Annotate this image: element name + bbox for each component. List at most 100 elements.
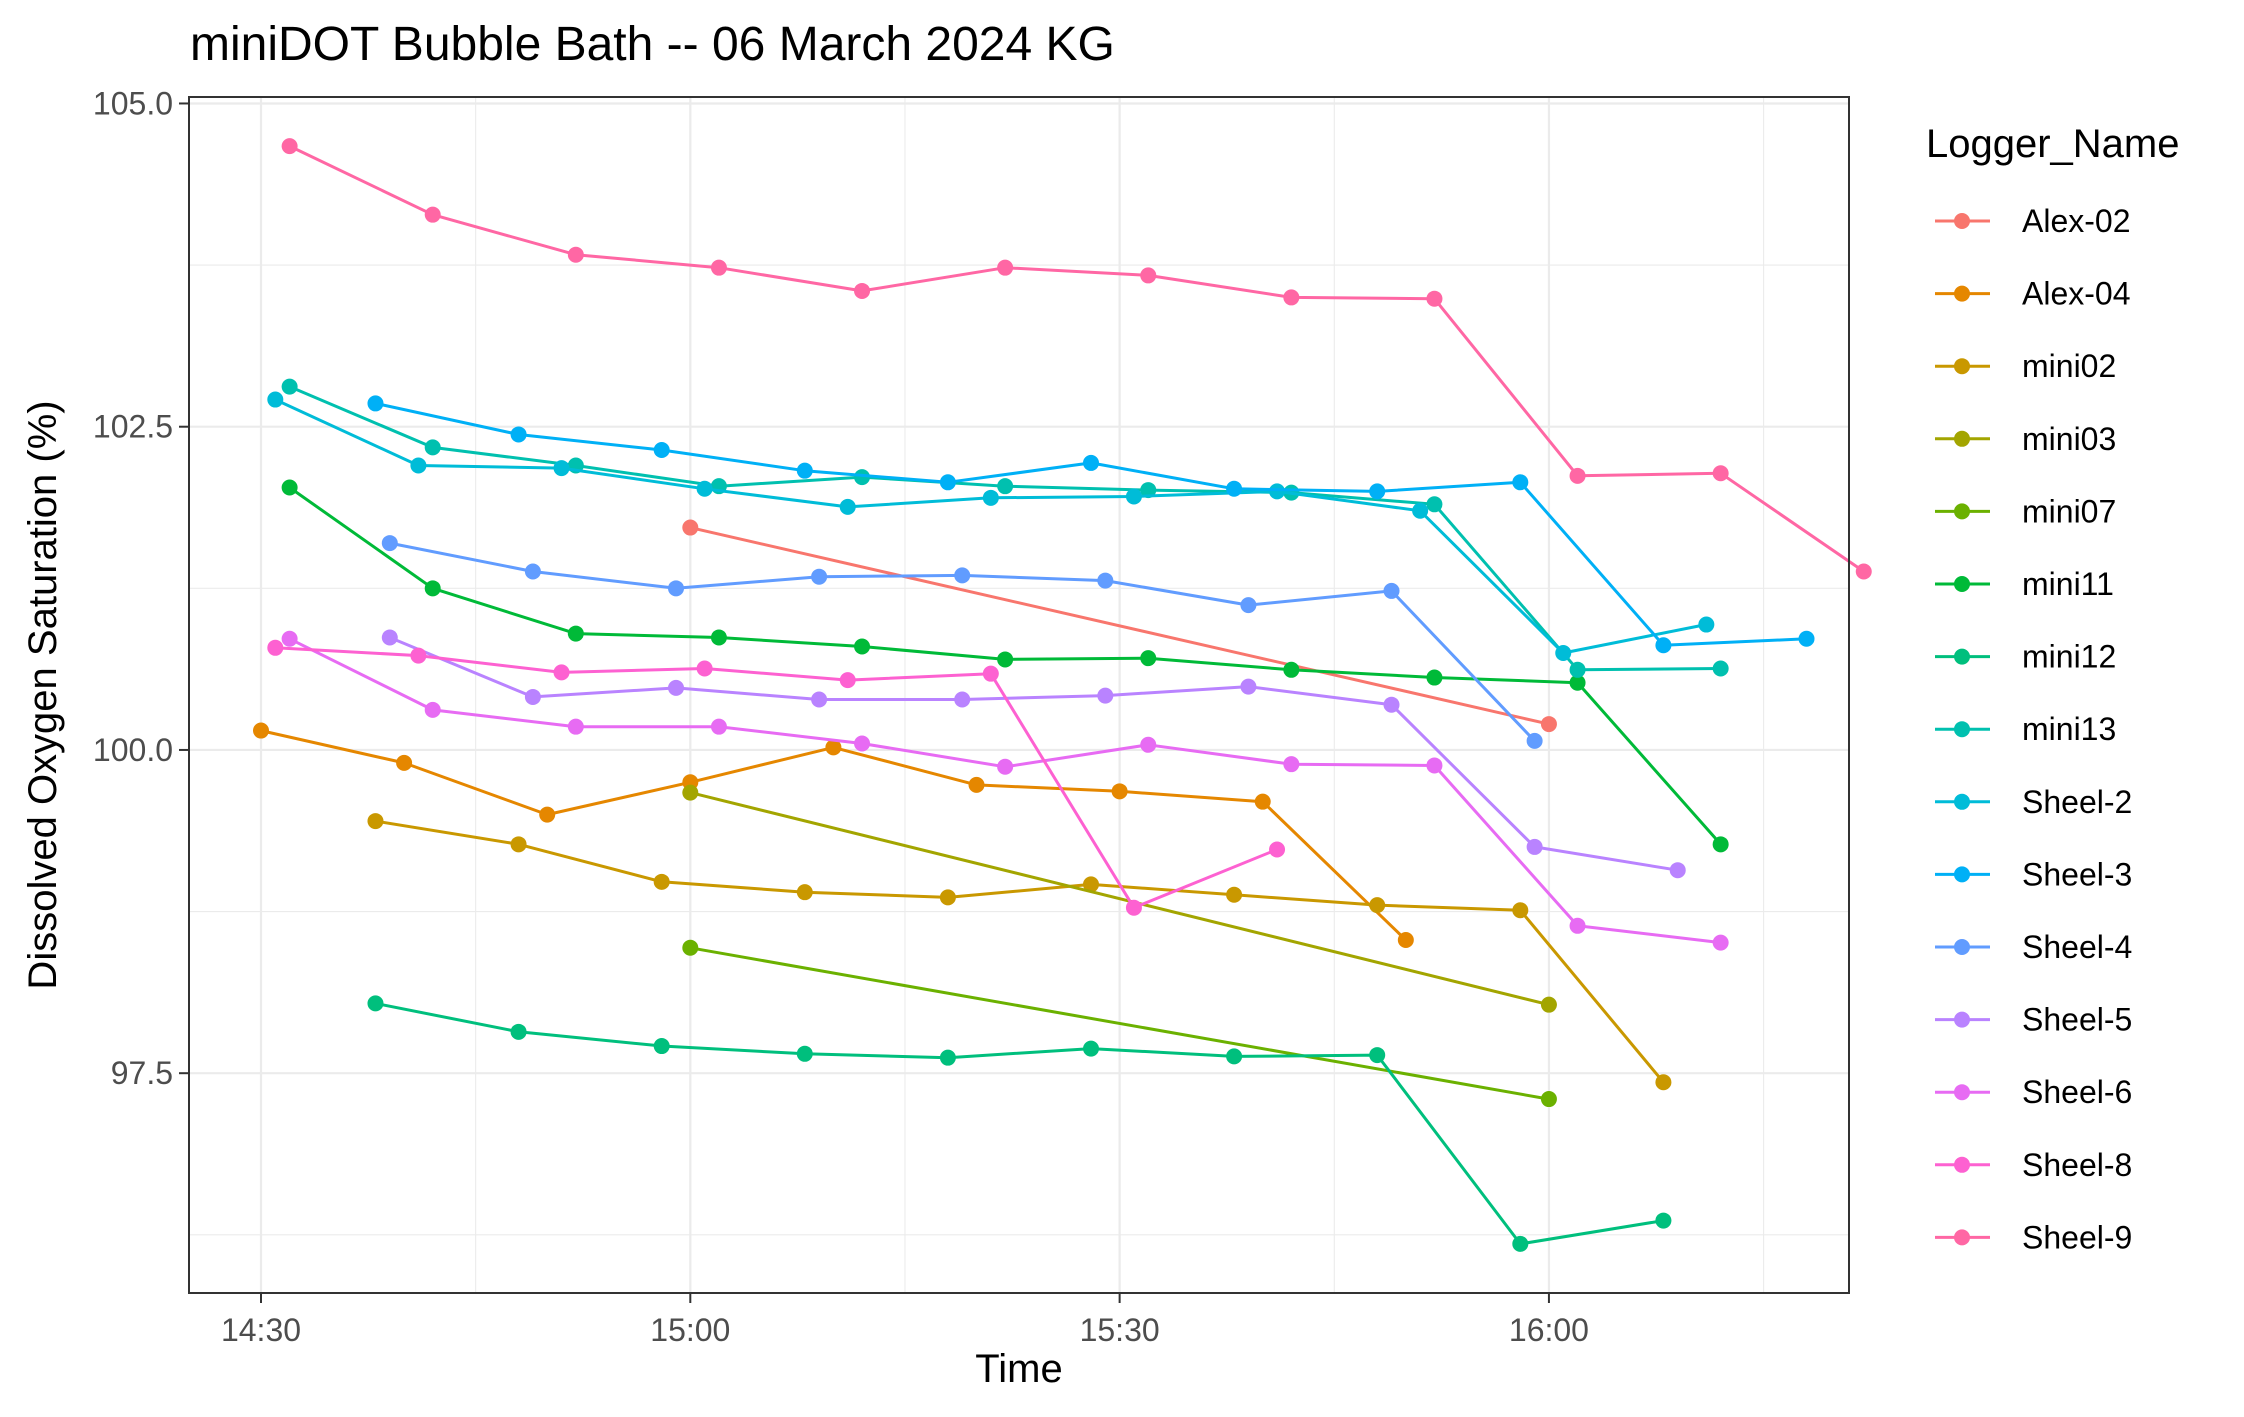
data-point [1712,934,1729,951]
series-line [375,401,1807,647]
data-point [1655,1212,1672,1229]
series-line [289,385,1721,672]
data-point [510,1023,527,1040]
data-point [1569,661,1586,678]
data-point [954,691,971,708]
data-point [367,995,384,1012]
data-point [1283,289,1300,306]
data-point [1397,932,1414,949]
data-point [1569,917,1586,934]
legend-key-point [1954,285,1970,302]
legend-item: Sheel-8 [1935,1147,2132,1183]
legend-key-point [1954,939,1970,955]
data-point [668,679,684,696]
data-point [982,489,999,506]
legend-label: Alex-02 [2022,203,2131,239]
data-point [424,701,441,718]
data-point [1512,902,1529,919]
major-gridlines [189,97,1849,1293]
series-mini11 [281,479,1729,853]
data-point [1140,482,1157,499]
data-point [1125,899,1142,916]
data-point [410,647,427,664]
data-point [682,939,699,956]
data-point [1712,836,1729,853]
data-point [1269,483,1286,500]
data-point [1855,563,1872,580]
data-point [567,718,584,735]
legend-label: mini02 [2022,348,2116,384]
legend-key-point [1954,213,1970,229]
legend-key-point [1954,1084,1970,1101]
legend-item: Sheel-4 [1935,929,2132,965]
legend-label: Sheel-3 [2022,856,2132,892]
data-point [982,665,999,682]
data-point [524,688,541,705]
legend-label: mini13 [2022,711,2116,747]
data-point [1526,838,1543,855]
legend-label: mini12 [2022,639,2116,675]
data-point [939,474,956,491]
series-sheel-9 [281,138,1872,580]
legend-item: mini07 [1935,493,2116,529]
data-point [854,638,871,655]
legend-item: mini02 [1935,348,2116,384]
x-axis-title: Time [975,1347,1062,1391]
data-point [710,629,727,646]
legend-label: Sheel-2 [2022,784,2132,820]
series-line [274,398,1707,655]
data-point [1569,467,1586,484]
data-point [253,722,269,739]
data-point [424,439,441,456]
legend-item: mini13 [1935,711,2116,747]
legend-label: Sheel-4 [2022,929,2132,965]
legend-key-point [1954,648,1970,665]
data-point [1569,674,1586,691]
series-line [260,729,1407,942]
data-point [1526,732,1543,749]
data-point [1140,650,1157,667]
legend-item: Sheel-9 [1935,1219,2132,1255]
data-point [553,664,570,681]
data-point [796,462,813,479]
data-point [510,426,527,443]
legend-key-point [1954,866,1970,883]
legend-key-point [1954,576,1970,592]
data-point [1426,290,1443,307]
data-point [1226,480,1243,497]
data-point [1698,616,1715,633]
chart-title: miniDOT Bubble Bath -- 06 March 2024 KG [190,18,1115,71]
data-point [567,625,584,642]
data-point [854,282,871,299]
series-alex-04 [253,722,1414,949]
data-point [1240,597,1257,614]
legend-key-point [1954,793,1970,810]
data-point [510,836,527,853]
data-point [367,813,384,830]
data-point [854,469,871,486]
data-point [396,754,413,771]
series-line [275,646,1278,910]
data-point [1140,736,1157,753]
legend-key-point [1954,430,1970,447]
legend-label: mini07 [2022,493,2116,529]
data-point [281,378,298,395]
y-tick-label: 97.5 [111,1055,173,1091]
data-point [1140,267,1157,284]
data-point [1125,488,1142,505]
data-point [854,735,871,752]
legend-item: mini12 [1935,639,2116,675]
data-point [381,629,398,646]
data-point [668,580,684,597]
data-point [1254,793,1271,810]
x-tick-label: 15:00 [650,1312,730,1348]
data-point [1383,582,1400,599]
data-point [811,568,828,585]
legend-item: Sheel-5 [1935,1002,2132,1038]
legend-key-point [1954,1011,1970,1028]
data-point [1283,661,1300,678]
data-point [1540,716,1557,733]
data-point [1083,1040,1099,1057]
data-point [424,580,441,597]
data-point [682,784,699,801]
